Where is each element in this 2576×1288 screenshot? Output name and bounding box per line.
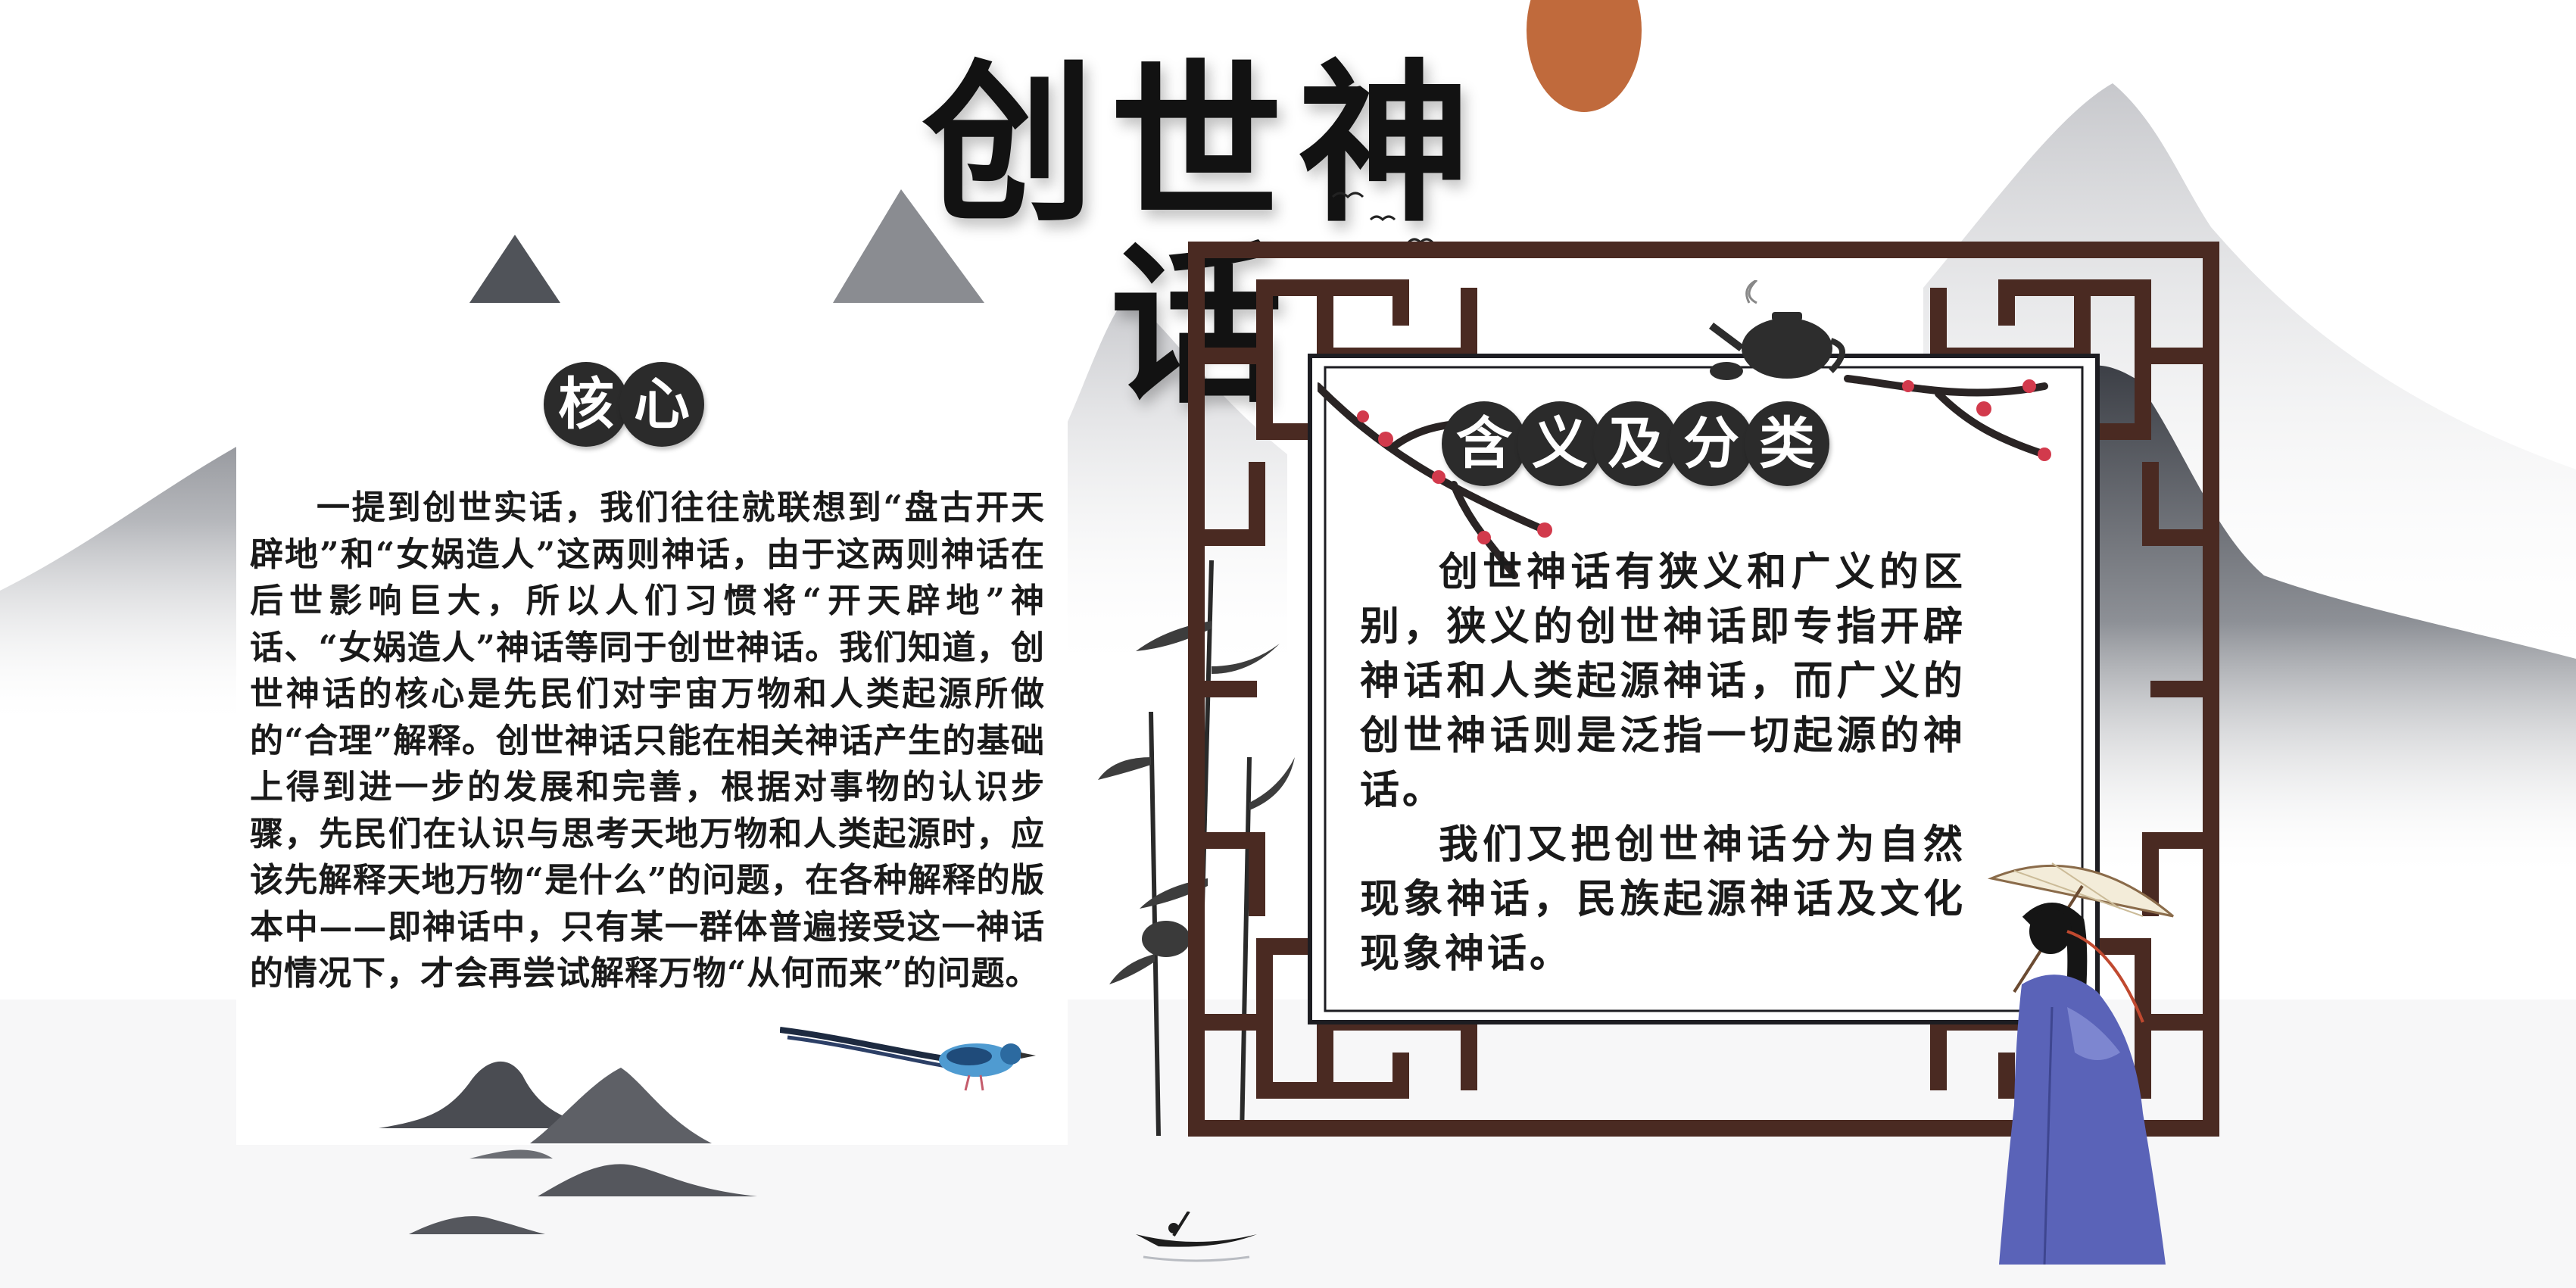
mid-small-peak [833, 189, 984, 303]
teapot-icon [1709, 280, 1845, 380]
meaning-badge-char: 类 [1745, 401, 1829, 486]
meaning-text-block: 创世神话有狭义和广义的区别，狭义的创世神话即专指开辟神话和人类起源神话，而广义的… [1360, 545, 1966, 981]
meaning-badge-group: 含 义 及 分 类 [1442, 401, 1829, 486]
core-badge-char: 心 [619, 362, 704, 447]
meaning-badge-char: 含 [1442, 401, 1527, 486]
core-paragraph: 一提到创世实话，我们往往就联想到“盘古开天辟地”和“女娲造人”这两则神话，由于这… [250, 488, 1045, 993]
bird-icon [780, 1027, 1036, 1091]
poster-title: 创世神话 [922, 42, 1486, 427]
meaning-badge-char: 及 [1593, 401, 1678, 486]
meaning-badge-char: 义 [1517, 401, 1602, 486]
meaning-badge-char: 分 [1669, 401, 1754, 486]
core-badge-char: 核 [544, 362, 628, 447]
core-badge-group: 核 心 [544, 362, 704, 447]
right-mountain-near [2037, 365, 2576, 879]
mid-mountain [1053, 295, 1287, 681]
boat-icon [1136, 1212, 1257, 1262]
woman-with-umbrella-icon [1987, 862, 2174, 1265]
meaning-paragraph-1: 创世神话有狭义和广义的区别，狭义的创世神话即专指开辟神话和人类起源神话，而广义的… [1360, 549, 1966, 813]
left-small-peak [469, 235, 560, 303]
core-text-block: 一提到创世实话，我们往往就联想到“盘古开天辟地”和“女娲造人”这两则神话，由于这… [250, 485, 1045, 997]
sun-icon [1527, 0, 1642, 112]
ink-hills-icon [379, 1061, 757, 1234]
meaning-paragraph-2: 我们又把创世神话分为自然现象神话，民族起源神话及文化现象神话。 [1360, 822, 1966, 977]
